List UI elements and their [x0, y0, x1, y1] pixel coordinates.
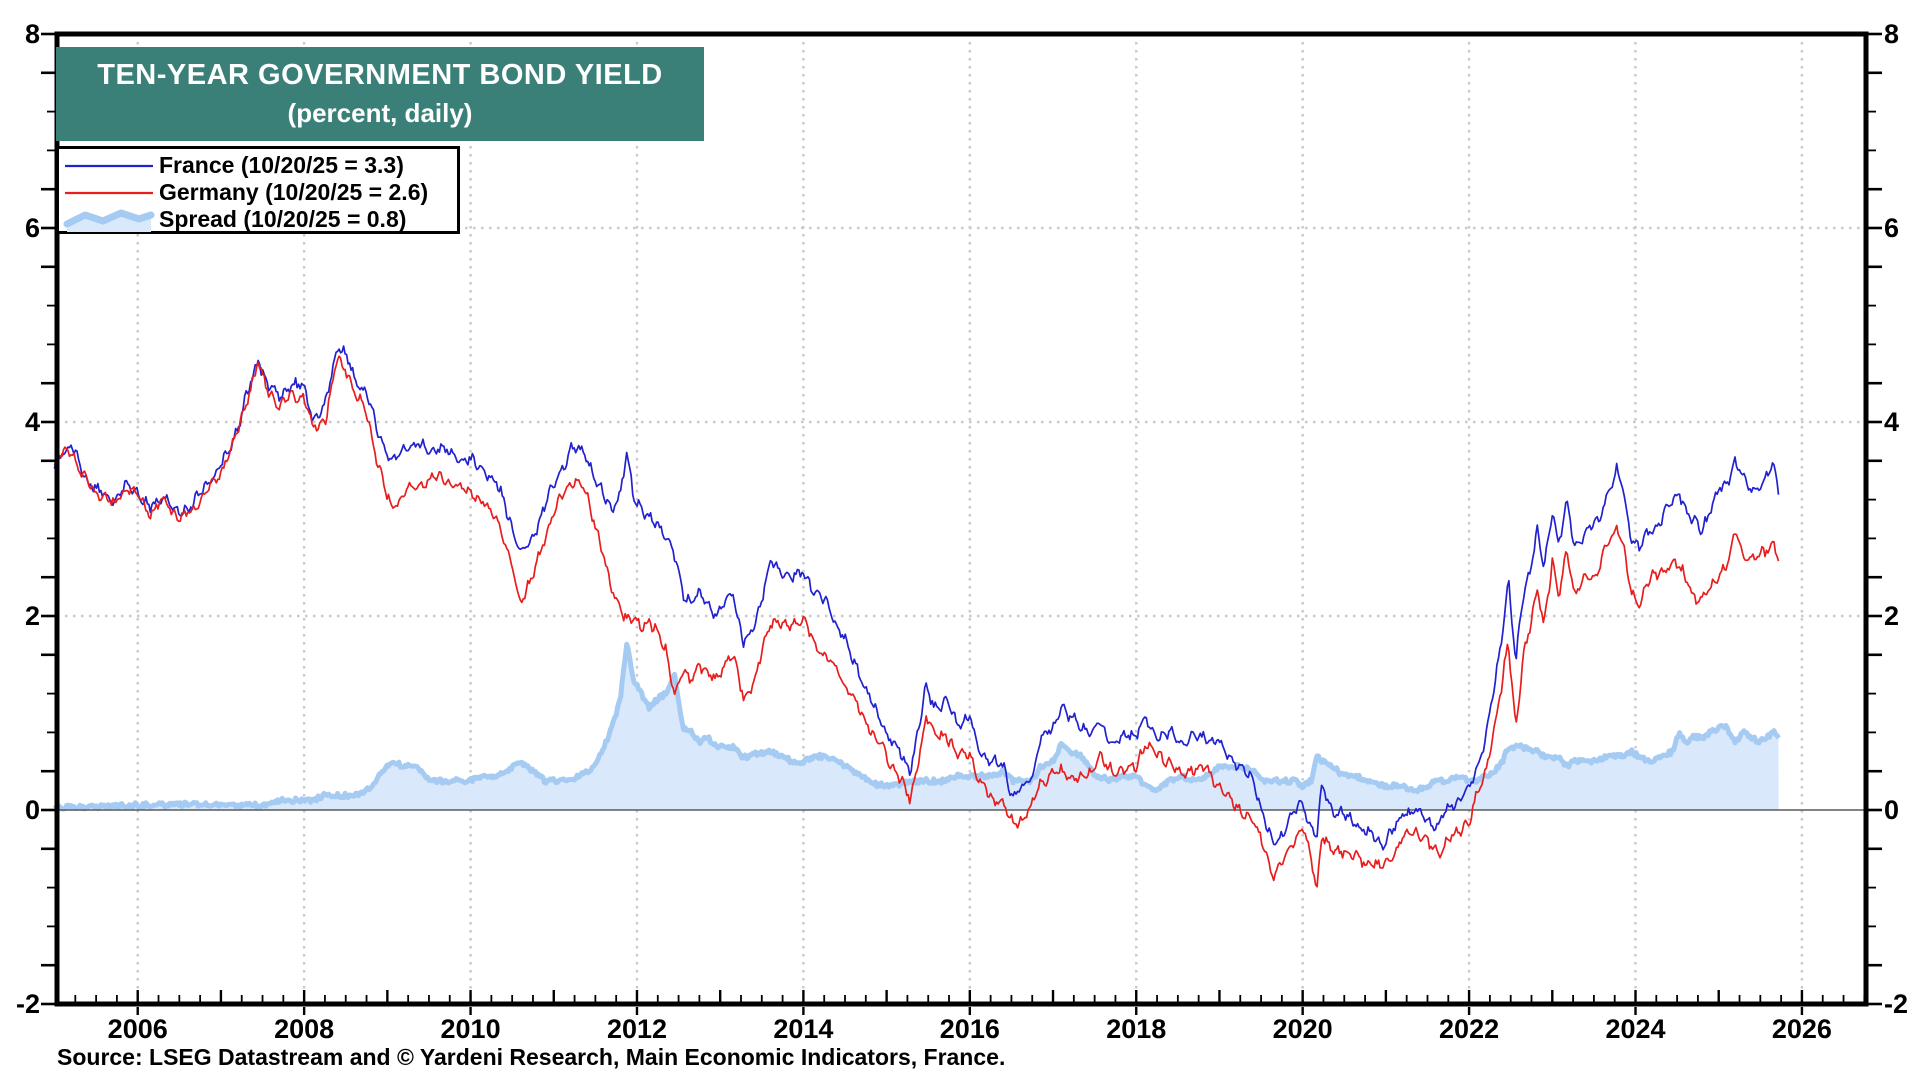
- svg-text:4: 4: [1884, 407, 1899, 437]
- svg-text:2014: 2014: [773, 1014, 833, 1044]
- svg-text:-2: -2: [16, 989, 40, 1019]
- spread-area-icon: [63, 209, 155, 232]
- svg-text:2022: 2022: [1439, 1014, 1499, 1044]
- svg-text:2010: 2010: [441, 1014, 501, 1044]
- source-attribution: Source: LSEG Datastream and © Yardeni Re…: [57, 1044, 1006, 1070]
- x-axis-ticks: [74, 990, 1866, 1015]
- svg-text:2012: 2012: [607, 1014, 667, 1044]
- svg-text:2026: 2026: [1772, 1014, 1832, 1044]
- chart-title: TEN-YEAR GOVERNMENT BOND YIELD: [97, 59, 663, 91]
- germany-line-swatch: [59, 188, 159, 198]
- svg-text:2024: 2024: [1605, 1014, 1665, 1044]
- svg-text:2: 2: [1884, 601, 1899, 631]
- spread-area-swatch: [59, 206, 159, 234]
- svg-text:2018: 2018: [1106, 1014, 1166, 1044]
- svg-text:2020: 2020: [1273, 1014, 1333, 1044]
- svg-text:8: 8: [25, 19, 40, 49]
- legend-label-spread: Spread (10/20/25 = 0.8): [159, 206, 407, 232]
- legend-item-spread: Spread (10/20/25 = 0.8): [59, 206, 457, 233]
- legend-label-germany: Germany (10/20/25 = 2.6): [159, 179, 429, 205]
- svg-text:2006: 2006: [108, 1014, 168, 1044]
- france-line-swatch: [59, 161, 159, 171]
- svg-text:6: 6: [25, 213, 40, 243]
- svg-text:2016: 2016: [940, 1014, 1000, 1044]
- svg-text:6: 6: [1884, 213, 1899, 243]
- svg-text:8: 8: [1884, 19, 1899, 49]
- svg-text:-2: -2: [1884, 989, 1908, 1019]
- svg-text:0: 0: [1884, 795, 1899, 825]
- svg-text:2008: 2008: [274, 1014, 334, 1044]
- chart-title-box: TEN-YEAR GOVERNMENT BOND YIELD (percent,…: [56, 47, 704, 141]
- svg-text:4: 4: [25, 407, 40, 437]
- svg-text:0: 0: [25, 795, 40, 825]
- legend: France (10/20/25 = 3.3) Germany (10/20/2…: [56, 146, 460, 234]
- chart-subtitle: (percent, daily): [287, 98, 473, 128]
- y-axis-ticks: [41, 32, 1882, 1006]
- legend-label-france: France (10/20/25 = 3.3): [159, 152, 404, 178]
- legend-item-germany: Germany (10/20/25 = 2.6): [59, 179, 457, 206]
- legend-item-france: France (10/20/25 = 3.3): [59, 152, 457, 179]
- svg-text:2: 2: [25, 601, 40, 631]
